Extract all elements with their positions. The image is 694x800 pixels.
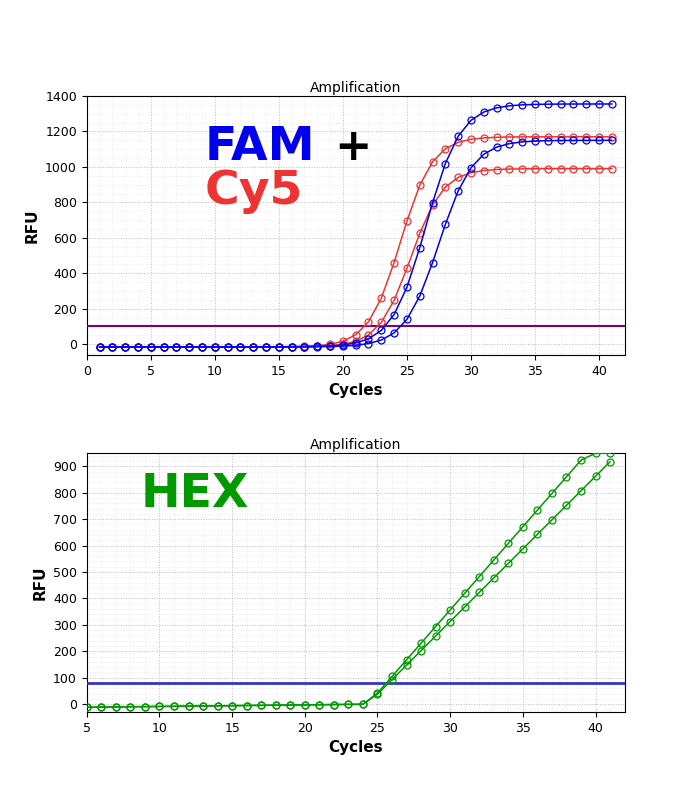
Text: FAM: FAM [205,126,316,170]
Title: Amplification: Amplification [310,438,401,452]
Y-axis label: RFU: RFU [24,208,40,242]
Y-axis label: RFU: RFU [33,566,47,600]
X-axis label: Cycles: Cycles [328,383,383,398]
Text: Cy5: Cy5 [205,170,303,214]
Text: HEX: HEX [140,472,249,517]
X-axis label: Cycles: Cycles [328,740,383,755]
Title: Amplification: Amplification [310,81,401,95]
Text: +: + [335,126,371,170]
